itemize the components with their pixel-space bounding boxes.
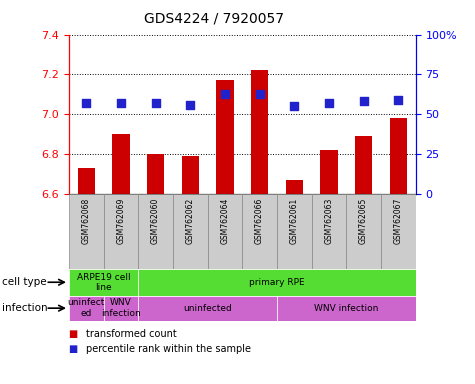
Bar (112, 134, 130, 194)
Point (83, 100, 90, 106)
Text: GDS4224 / 7920057: GDS4224 / 7920057 (144, 12, 284, 25)
Bar (242, 194, 277, 269)
Bar (138, 296, 277, 321)
Text: uninfect
ed: uninfect ed (67, 298, 105, 318)
Point (186, 102, 194, 108)
Text: transformed count: transformed count (86, 329, 176, 339)
Text: infection: infection (2, 303, 48, 313)
Bar (173, 194, 208, 269)
Bar (277, 296, 416, 321)
Bar (208, 194, 242, 269)
Bar (181, 156, 199, 194)
Text: uninfected: uninfected (183, 304, 232, 313)
Text: primary RPE: primary RPE (249, 278, 305, 287)
Text: GSM762063: GSM762063 (324, 198, 333, 244)
Point (117, 100, 124, 106)
Point (394, 97, 402, 103)
Bar (138, 194, 173, 269)
Bar (346, 194, 381, 269)
Bar (104, 194, 138, 269)
Bar (147, 154, 164, 194)
Bar (69, 296, 104, 321)
Bar (277, 194, 312, 269)
Text: GSM762064: GSM762064 (220, 198, 229, 244)
Bar (285, 180, 303, 194)
Bar (69, 194, 104, 269)
Bar (77, 168, 95, 194)
Point (152, 100, 160, 106)
Point (221, 91, 229, 97)
Bar (390, 118, 407, 194)
Text: GSM762065: GSM762065 (359, 198, 368, 244)
Text: ■: ■ (69, 329, 81, 339)
Text: GSM762068: GSM762068 (82, 198, 91, 244)
Text: GSM762060: GSM762060 (151, 198, 160, 244)
Text: GSM762062: GSM762062 (186, 198, 195, 244)
Text: WNV
infection: WNV infection (101, 298, 141, 318)
Text: percentile rank within the sample: percentile rank within the sample (86, 344, 250, 354)
Bar (355, 136, 372, 194)
Bar (104, 296, 138, 321)
Point (325, 100, 332, 106)
Point (256, 91, 264, 97)
Bar (69, 269, 138, 296)
Text: cell type: cell type (2, 277, 47, 287)
Bar (320, 150, 338, 194)
Point (360, 98, 368, 104)
Bar (251, 70, 268, 194)
Text: WNV infection: WNV infection (314, 304, 379, 313)
Text: GSM762061: GSM762061 (290, 198, 299, 244)
Text: ARPE19 cell
line: ARPE19 cell line (77, 273, 130, 292)
Bar (312, 194, 346, 269)
Bar (381, 194, 416, 269)
Bar (216, 80, 234, 194)
Text: GSM762066: GSM762066 (255, 198, 264, 244)
Text: GSM762067: GSM762067 (394, 198, 403, 244)
Point (291, 103, 298, 109)
Bar (138, 269, 416, 296)
Text: ■: ■ (69, 344, 81, 354)
Text: GSM762069: GSM762069 (116, 198, 125, 244)
